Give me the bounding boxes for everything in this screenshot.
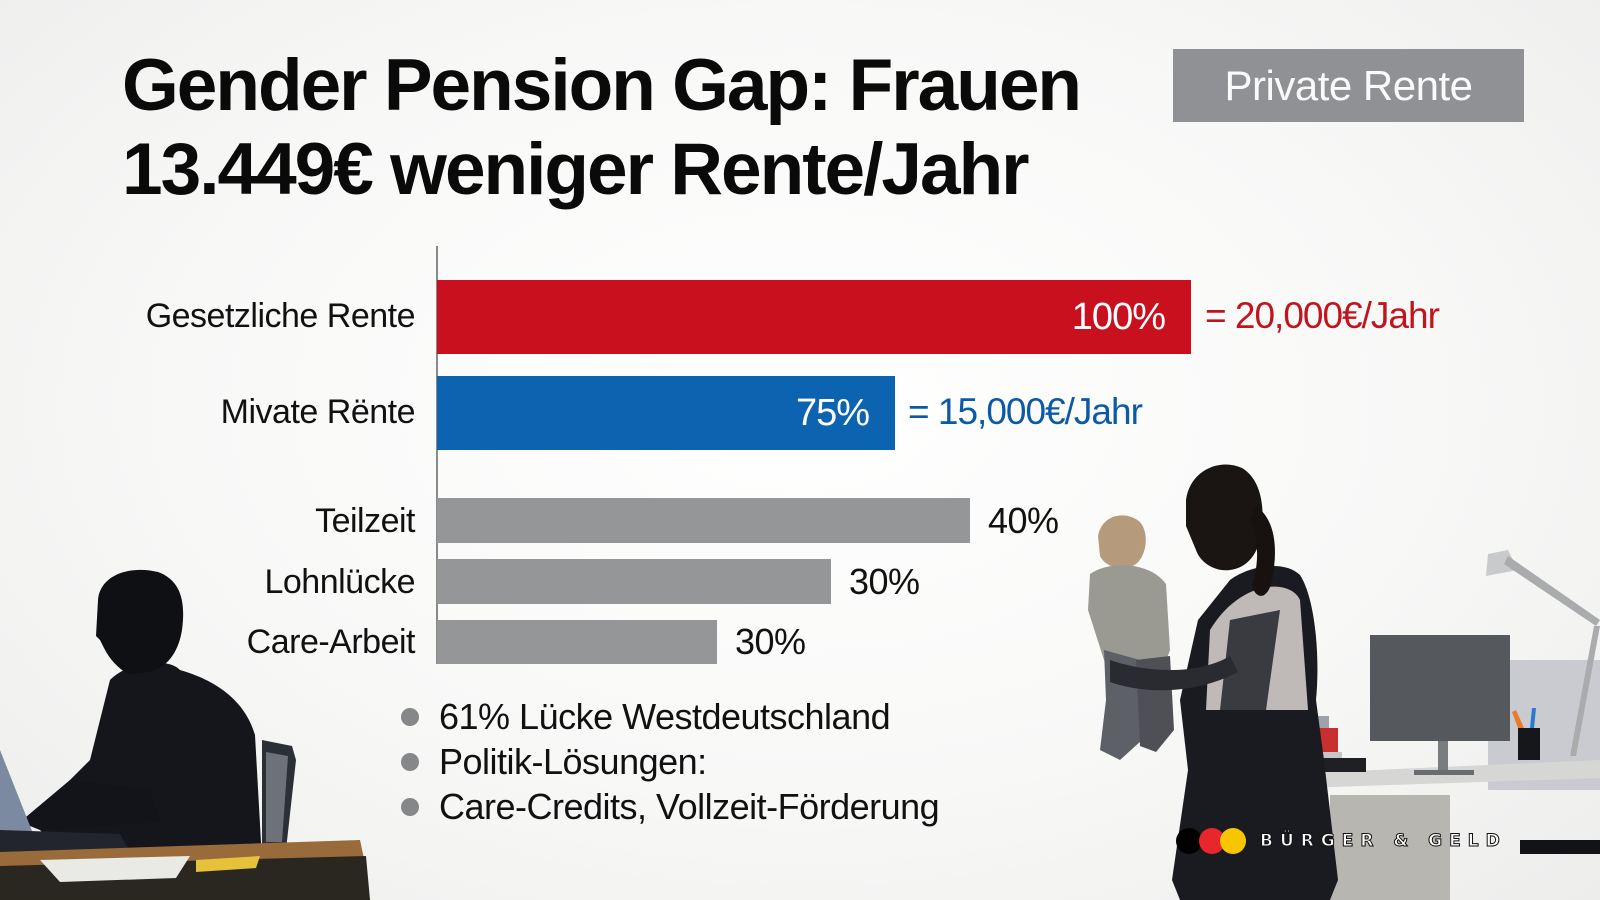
bullet-item: Politik-Lösungen:: [401, 739, 939, 784]
bar-value-label: 75%: [795, 391, 870, 434]
value-label-lohnluecke: 30%: [849, 561, 920, 602]
bullet-dot-icon: [401, 707, 419, 726]
brand-watermark: BÜRGER & GELD: [1176, 828, 1507, 854]
bullet-list: 61% Lücke Westdeutschland Politik-Lösung…: [401, 694, 940, 829]
man-at-laptop-illustration: [0, 569, 370, 900]
value-label-care-arbeit: 30%: [735, 621, 806, 662]
chart-axis: [436, 246, 438, 664]
bar-teilzeit: [437, 498, 970, 543]
category-label-care-arbeit: Care-Arbeit: [246, 623, 416, 661]
bar-mivate-rente: 75%: [437, 376, 895, 450]
woman-holding-child-illustration: [1088, 464, 1600, 900]
bullet-dot-icon: [401, 797, 419, 816]
private-rente-badge: Private Rente: [1173, 49, 1524, 122]
bullet-item: 61% Lücke Westdeutschland: [401, 694, 939, 739]
title-line-1: Gender Pension Gap: Frauen: [122, 45, 1082, 126]
bar-value-label: 100%: [1071, 295, 1166, 338]
title-line-2: 13.449€ weniger Rente/Jahr: [122, 129, 1030, 210]
value-label-teilzeit: 40%: [988, 500, 1059, 541]
brand-name: BÜRGER & GELD: [1260, 831, 1507, 852]
page-title: Gender Pension Gap: Frauen 13.449€ wenig…: [122, 44, 1082, 212]
brand-logo-icon: [1176, 828, 1248, 854]
bar-gesetzliche-rente: 100%: [437, 280, 1191, 354]
annotation-gesetzliche-rente: = 20,000€/Jahr: [1205, 295, 1440, 336]
category-label-gesetzliche-rente: Gesetzliche Rente: [145, 297, 416, 335]
bar-lohnluecke: [437, 559, 831, 604]
category-label-mivate-rente: Mivate Rënte: [220, 393, 416, 431]
category-label-lohnluecke: Lohnlücke: [264, 563, 415, 601]
bullet-dot-icon: [401, 752, 419, 771]
bullet-item: Care-Credits, Vollzeit-Förderung: [401, 784, 940, 829]
annotation-mivate-rente: = 15,000€/Jahr: [908, 391, 1143, 432]
bar-care-arbeit: [437, 620, 717, 664]
category-label-teilzeit: Teilzeit: [315, 502, 415, 540]
